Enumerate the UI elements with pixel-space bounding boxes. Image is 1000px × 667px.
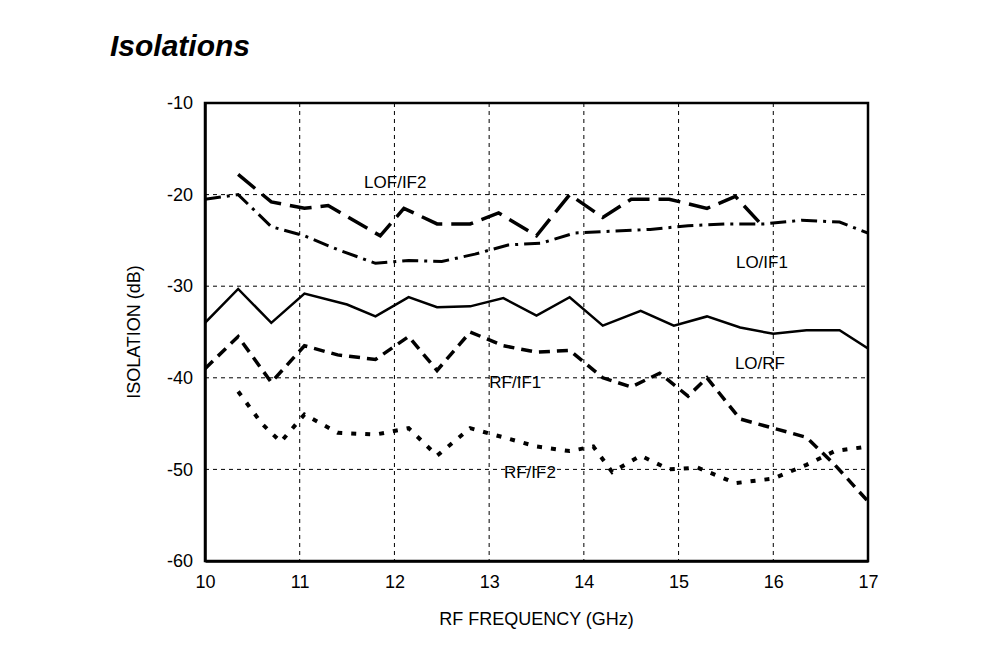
x-tick: 17 <box>858 561 878 592</box>
x-tick-label: 10 <box>195 572 215 592</box>
x-tick-label: 13 <box>480 572 500 592</box>
grid-line-x <box>299 103 300 561</box>
x-tick: 10 <box>195 561 215 592</box>
grid-line-y <box>205 286 868 287</box>
x-tick: 15 <box>669 561 689 592</box>
grid-line-x <box>773 103 774 561</box>
y-axis-title: ISOLATION (dB) <box>124 265 144 399</box>
y-tick: -40 <box>167 368 205 388</box>
grid-line-y <box>205 194 868 195</box>
y-tick: -60 <box>167 551 205 571</box>
grid-line-x <box>583 103 584 561</box>
x-tick-label: 17 <box>858 572 878 592</box>
series-label: RF/IF2 <box>504 463 556 482</box>
y-tick: -30 <box>167 276 205 296</box>
y-tick-label: -50 <box>167 460 193 480</box>
x-tick-label: 14 <box>574 572 594 592</box>
grid-line-x <box>489 103 490 561</box>
y-tick-label: -30 <box>167 276 193 296</box>
series-lines <box>205 174 868 501</box>
x-axis-title: RF FREQUENCY (GHz) <box>439 609 634 629</box>
y-tick: -20 <box>167 185 205 205</box>
x-tick: 12 <box>385 561 405 592</box>
x-tick-label: 11 <box>291 572 310 592</box>
grid-line-x <box>678 103 679 561</box>
chart: Isolations 10 11 12 13 14 15 16 17 -60 -50 -40 -30 -2… <box>0 0 1000 667</box>
x-tick: 11 <box>291 561 310 592</box>
series-line <box>205 289 868 349</box>
series-label: LOF/IF2 <box>364 173 426 192</box>
x-tick: 14 <box>574 561 594 592</box>
series-label: RF/IF1 <box>489 373 541 392</box>
x-tick-label: 15 <box>669 572 689 592</box>
series-label: LO/RF <box>735 354 785 373</box>
y-tick-label: -40 <box>167 368 193 388</box>
x-tick: 13 <box>480 561 500 592</box>
x-tick-label: 12 <box>385 572 405 592</box>
y-tick-label: -10 <box>167 93 193 113</box>
series-line <box>238 392 868 484</box>
y-axis: -60 -50 -40 -30 -20 -10 <box>167 93 206 571</box>
x-tick-label: 16 <box>764 572 784 592</box>
x-axis: 10 11 12 13 14 15 16 17 <box>195 561 878 592</box>
series-label: LO/IF1 <box>736 253 788 272</box>
grid <box>205 103 868 561</box>
series-line <box>205 332 868 501</box>
y-tick-label: -60 <box>167 551 193 571</box>
plot-frame <box>205 103 868 561</box>
y-tick-label: -20 <box>167 185 193 205</box>
y-tick: -10 <box>167 93 205 113</box>
title: Isolations <box>110 29 250 62</box>
y-tick: -50 <box>167 460 205 480</box>
x-tick: 16 <box>764 561 784 592</box>
plot: 10 11 12 13 14 15 16 17 -60 -50 -40 -30 -20 -10 LOF/IF… <box>167 93 879 592</box>
